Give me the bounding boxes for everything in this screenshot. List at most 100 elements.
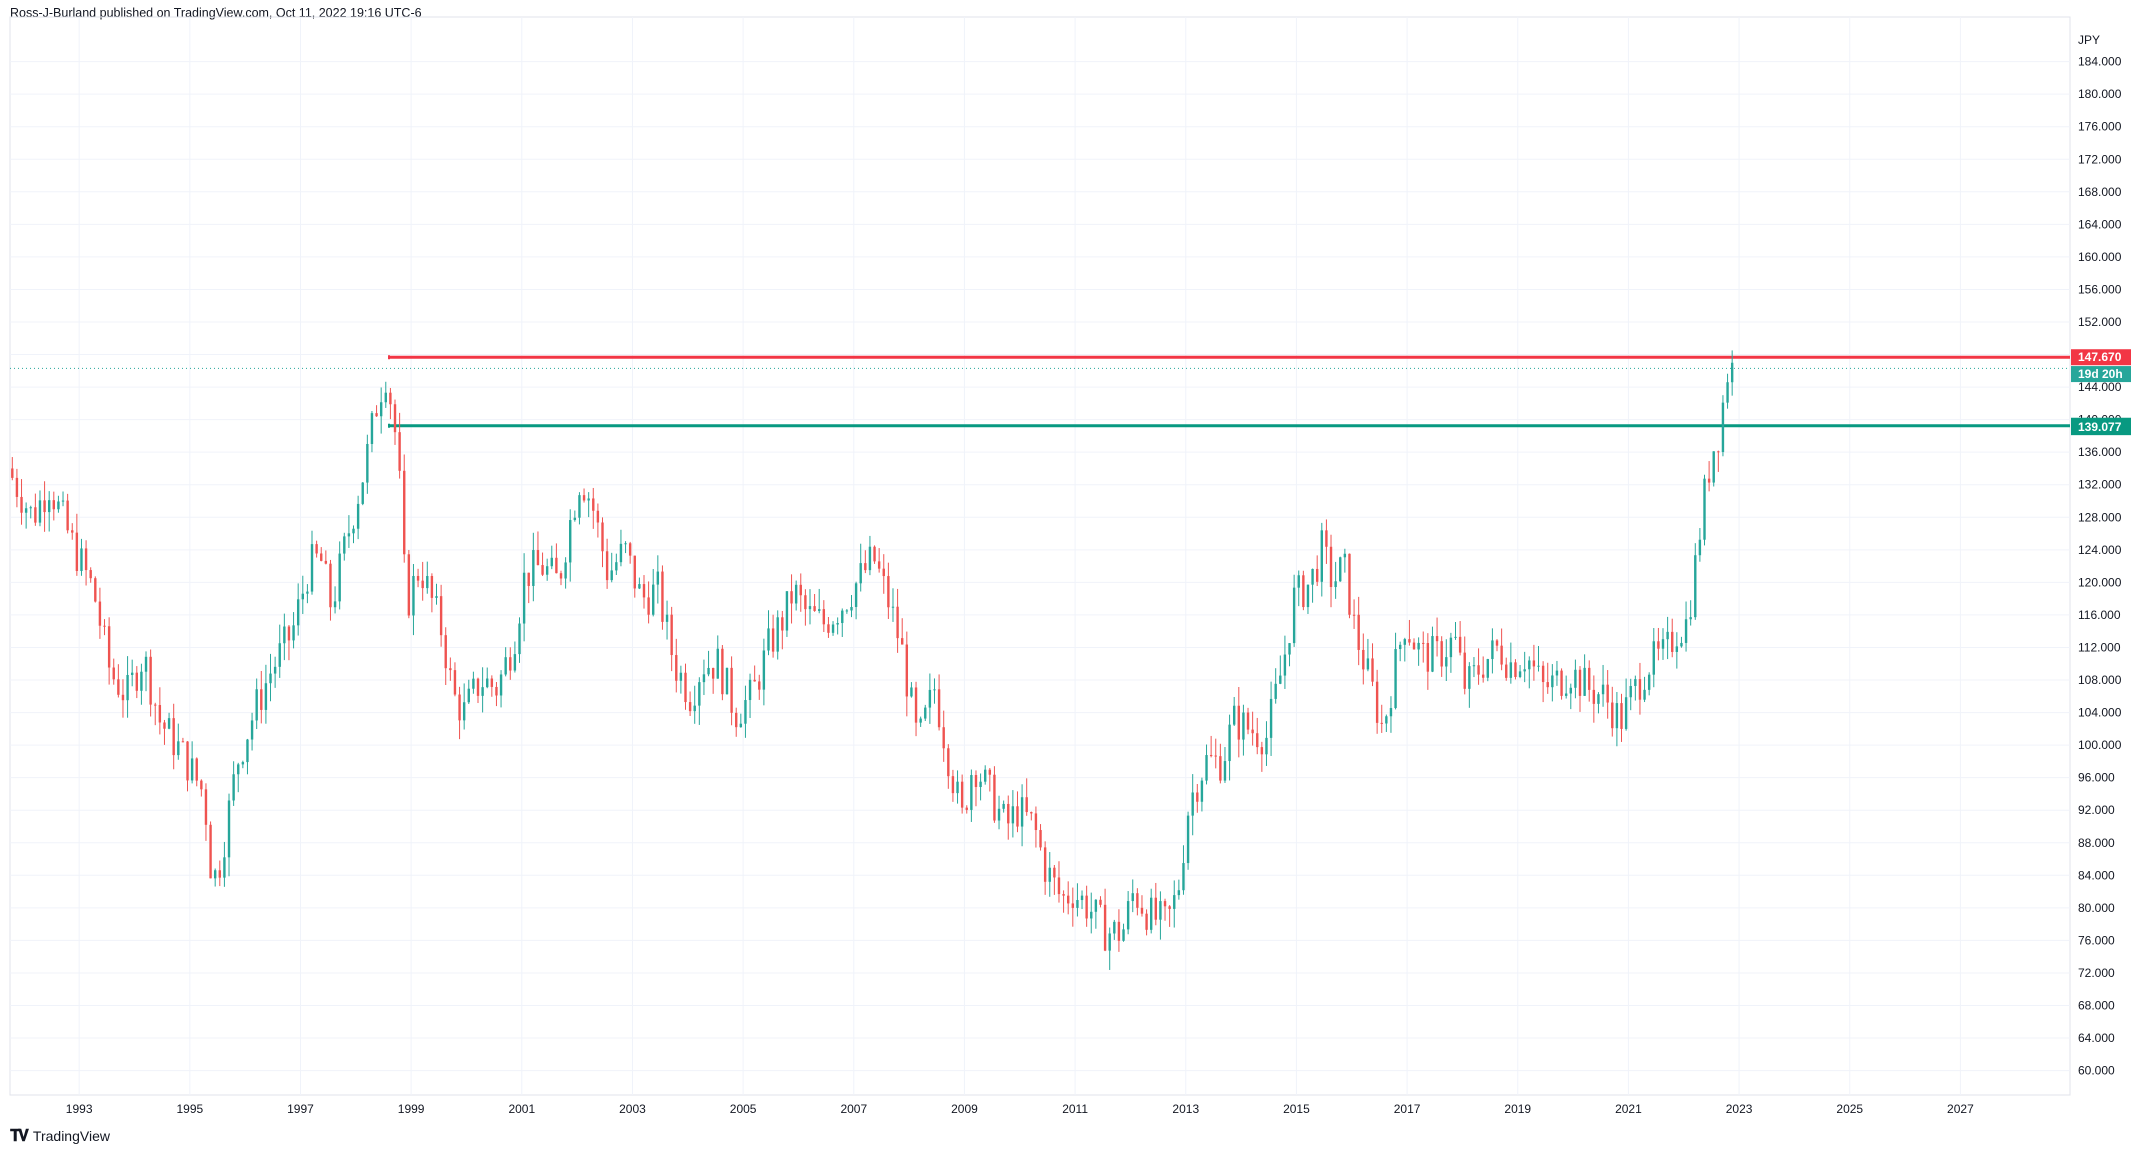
candle-body (970, 775, 973, 810)
candle-body (1339, 557, 1342, 582)
candle-body (688, 702, 692, 712)
candle-body (57, 501, 60, 510)
candle-body (1477, 665, 1480, 675)
candle-body (993, 774, 996, 821)
x-tick-label: 2021 (1615, 1102, 1642, 1116)
candle-body (1131, 893, 1134, 902)
candle-body (94, 578, 97, 602)
candle-body (130, 672, 134, 675)
candle-body (1486, 659, 1489, 678)
price-label-bg (2071, 349, 2131, 366)
candle-body (1666, 631, 1669, 640)
candle-body (75, 532, 79, 571)
candle-body (416, 575, 420, 581)
candle-body (320, 553, 323, 561)
candle-body (670, 614, 673, 656)
x-tick-label: 2009 (951, 1102, 978, 1116)
candle-body (1237, 705, 1241, 740)
x-tick-label: 1993 (66, 1102, 93, 1116)
candle-body (1694, 555, 1697, 618)
candle-body (721, 648, 724, 695)
candle-body (578, 495, 581, 518)
candle-body (1062, 894, 1065, 896)
candle-body (698, 682, 701, 706)
candle-body (1057, 877, 1061, 895)
x-tick-label: 2005 (730, 1102, 757, 1116)
tradingview-logo-icon[interactable]: 𝐓𝐕 (10, 1126, 29, 1145)
candle-body (1117, 921, 1121, 941)
candle-body (527, 572, 530, 586)
candle-body (901, 638, 904, 645)
candle-body (896, 606, 899, 639)
candle-body (1219, 756, 1222, 781)
candle-body (338, 553, 341, 602)
candle-body (785, 591, 789, 631)
candle-body (914, 687, 918, 723)
candle-body (1537, 665, 1540, 667)
y-tick-label: 160.000 (2078, 250, 2122, 264)
horizontal-levels[interactable] (10, 355, 2070, 428)
x-tick-label: 2001 (508, 1102, 535, 1116)
candle-body (882, 568, 885, 577)
candle-body (324, 560, 328, 564)
price-label-bg (2071, 366, 2131, 383)
candle-body (1214, 755, 1217, 757)
price-label: 19d 20h (2078, 367, 2123, 381)
currency-label: JPY (2078, 33, 2100, 47)
candle-body (841, 610, 844, 624)
y-tick-label: 116.000 (2078, 608, 2121, 622)
candle-body (675, 655, 678, 681)
candle-body (633, 555, 636, 589)
candle-body (232, 774, 235, 801)
candle-body (799, 584, 802, 596)
candle-body (287, 626, 291, 641)
candle-body (919, 718, 922, 723)
candle-body (306, 591, 309, 594)
candle-body (499, 674, 503, 696)
candle-body (1417, 642, 1420, 650)
candle-body (1514, 662, 1517, 677)
candle-body (1481, 674, 1485, 678)
candle-body (1043, 847, 1047, 882)
candle-body (509, 657, 512, 671)
candle-body (1011, 806, 1015, 824)
y-tick-label: 64.000 (2078, 1031, 2115, 1045)
candle-body (818, 609, 821, 611)
candle-body (29, 507, 32, 509)
candle-body (107, 626, 111, 668)
candle-body (117, 679, 120, 695)
candle-body (1555, 670, 1559, 676)
candle-body (292, 625, 295, 641)
candle-body (126, 674, 129, 701)
candle-body (522, 572, 526, 624)
candle-body (1564, 693, 1568, 696)
candle-body (735, 712, 738, 728)
candle-body (1463, 652, 1466, 689)
footer-brand[interactable]: TradingView (32, 1128, 110, 1144)
candle-body (762, 650, 766, 690)
candle-body (605, 551, 609, 581)
candle-body (947, 748, 950, 777)
candle-body (1302, 575, 1305, 608)
candle-body (1030, 812, 1033, 814)
candle-body (1671, 631, 1674, 652)
candle-body (711, 667, 715, 679)
candle-body (1523, 669, 1526, 672)
candle-body (877, 561, 881, 569)
candle-body (1269, 698, 1273, 738)
candle-body (1177, 890, 1181, 896)
candle-body (264, 683, 268, 710)
candle-body (956, 781, 959, 794)
candle-body (15, 477, 19, 497)
candle-body (1657, 641, 1660, 649)
candle-body (794, 584, 798, 604)
candle-body (767, 628, 770, 651)
candle-body (393, 404, 397, 433)
candle-body (679, 672, 683, 681)
candle-body (366, 443, 369, 483)
y-tick-label: 88.000 (2078, 836, 2115, 850)
candle-body (195, 758, 198, 781)
candle-body (472, 678, 475, 689)
candle-body (1348, 553, 1351, 615)
